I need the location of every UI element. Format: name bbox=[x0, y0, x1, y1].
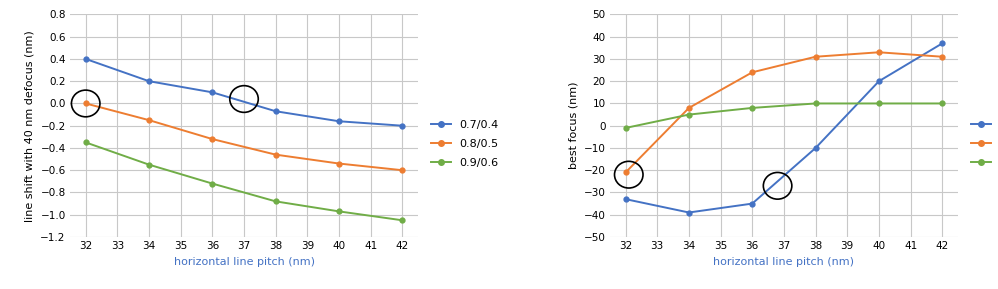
0.7/0.4 bbox=[809, 146, 821, 150]
0.8/0.5 bbox=[333, 162, 345, 165]
0.7/0.4 bbox=[620, 197, 632, 201]
0.7/0.4 bbox=[683, 211, 695, 214]
Line: 0.9/0.6: 0.9/0.6 bbox=[623, 101, 945, 130]
0.9/0.6 bbox=[207, 182, 219, 185]
0.8/0.5 bbox=[683, 106, 695, 110]
X-axis label: horizontal line pitch (nm): horizontal line pitch (nm) bbox=[714, 257, 854, 267]
0.8/0.5 bbox=[207, 137, 219, 141]
0.7/0.4 bbox=[873, 79, 885, 83]
0.8/0.5 bbox=[269, 153, 281, 156]
0.8/0.5 bbox=[620, 171, 632, 174]
0.8/0.5 bbox=[873, 51, 885, 54]
Y-axis label: line shift with 40 nm defocus (nm): line shift with 40 nm defocus (nm) bbox=[25, 30, 35, 222]
0.9/0.6 bbox=[269, 200, 281, 203]
0.7/0.4 bbox=[80, 57, 92, 61]
0.7/0.4 bbox=[936, 42, 948, 45]
0.8/0.5 bbox=[143, 118, 155, 122]
0.8/0.5 bbox=[80, 102, 92, 105]
Line: 0.7/0.4: 0.7/0.4 bbox=[83, 57, 405, 128]
0.7/0.4 bbox=[143, 79, 155, 83]
Y-axis label: best focus (nm): best focus (nm) bbox=[568, 82, 578, 169]
0.9/0.6 bbox=[396, 218, 408, 222]
0.9/0.6 bbox=[80, 141, 92, 144]
0.9/0.6 bbox=[683, 113, 695, 116]
0.7/0.4 bbox=[207, 91, 219, 94]
Line: 0.9/0.6: 0.9/0.6 bbox=[83, 140, 405, 223]
0.9/0.6 bbox=[620, 126, 632, 130]
0.9/0.6 bbox=[873, 102, 885, 105]
0.8/0.5 bbox=[809, 55, 821, 58]
Legend: 0.7/0.4, 0.8/0.5, 0.9/0.6: 0.7/0.4, 0.8/0.5, 0.9/0.6 bbox=[971, 120, 998, 168]
Legend: 0.7/0.4, 0.8/0.5, 0.9/0.6: 0.7/0.4, 0.8/0.5, 0.9/0.6 bbox=[431, 120, 499, 168]
X-axis label: horizontal line pitch (nm): horizontal line pitch (nm) bbox=[174, 257, 314, 267]
0.7/0.4 bbox=[396, 124, 408, 127]
0.9/0.6 bbox=[143, 163, 155, 166]
0.7/0.4 bbox=[269, 110, 281, 113]
0.7/0.4 bbox=[333, 120, 345, 123]
Line: 0.7/0.4: 0.7/0.4 bbox=[623, 41, 945, 215]
0.9/0.6 bbox=[936, 102, 948, 105]
0.8/0.5 bbox=[936, 55, 948, 58]
0.9/0.6 bbox=[333, 210, 345, 213]
0.8/0.5 bbox=[396, 168, 408, 172]
0.7/0.4 bbox=[747, 202, 758, 205]
0.9/0.6 bbox=[747, 106, 758, 110]
0.8/0.5 bbox=[747, 71, 758, 74]
Line: 0.8/0.5: 0.8/0.5 bbox=[83, 101, 405, 173]
Line: 0.8/0.5: 0.8/0.5 bbox=[623, 50, 945, 175]
0.9/0.6 bbox=[809, 102, 821, 105]
